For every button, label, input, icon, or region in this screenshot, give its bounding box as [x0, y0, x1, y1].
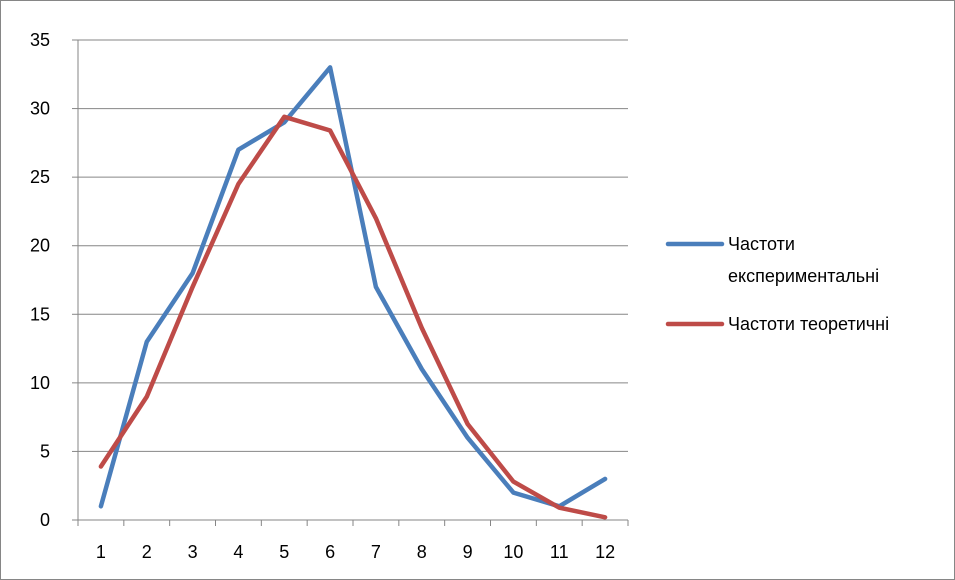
x-tick-label: 7 [371, 542, 381, 562]
series-lines [98, 65, 608, 520]
y-tick-label: 0 [40, 510, 50, 530]
legend-label-1: експериментальні [728, 266, 879, 286]
series-line-2 [98, 114, 608, 520]
x-tick-label: 1 [96, 542, 106, 562]
y-tick-label: 30 [30, 99, 50, 119]
y-tick-label: 5 [40, 441, 50, 461]
y-tick-label: 15 [30, 304, 50, 324]
x-tick-label: 12 [595, 542, 615, 562]
x-tick-label: 11 [550, 542, 569, 562]
x-tick-label: 9 [463, 542, 473, 562]
y-tick-label: 25 [30, 167, 50, 187]
legend-label-2: Частоти теоретичні [728, 314, 889, 334]
y-tick-label: 10 [30, 373, 50, 393]
x-tick-label: 6 [325, 542, 335, 562]
legend-label-1: Частоти [728, 234, 795, 254]
x-tick-label: 2 [142, 542, 152, 562]
x-tick-label: 5 [279, 542, 289, 562]
x-tick-label: 4 [233, 542, 243, 562]
x-tick-label: 10 [503, 542, 523, 562]
x-tick-label: 3 [188, 542, 198, 562]
legend: Частоти експериментальні Частоти теоретичн… [665, 234, 889, 334]
x-tick-label: 8 [417, 542, 427, 562]
y-tick-label: 35 [30, 30, 50, 50]
y-tick-label: 20 [30, 236, 50, 256]
